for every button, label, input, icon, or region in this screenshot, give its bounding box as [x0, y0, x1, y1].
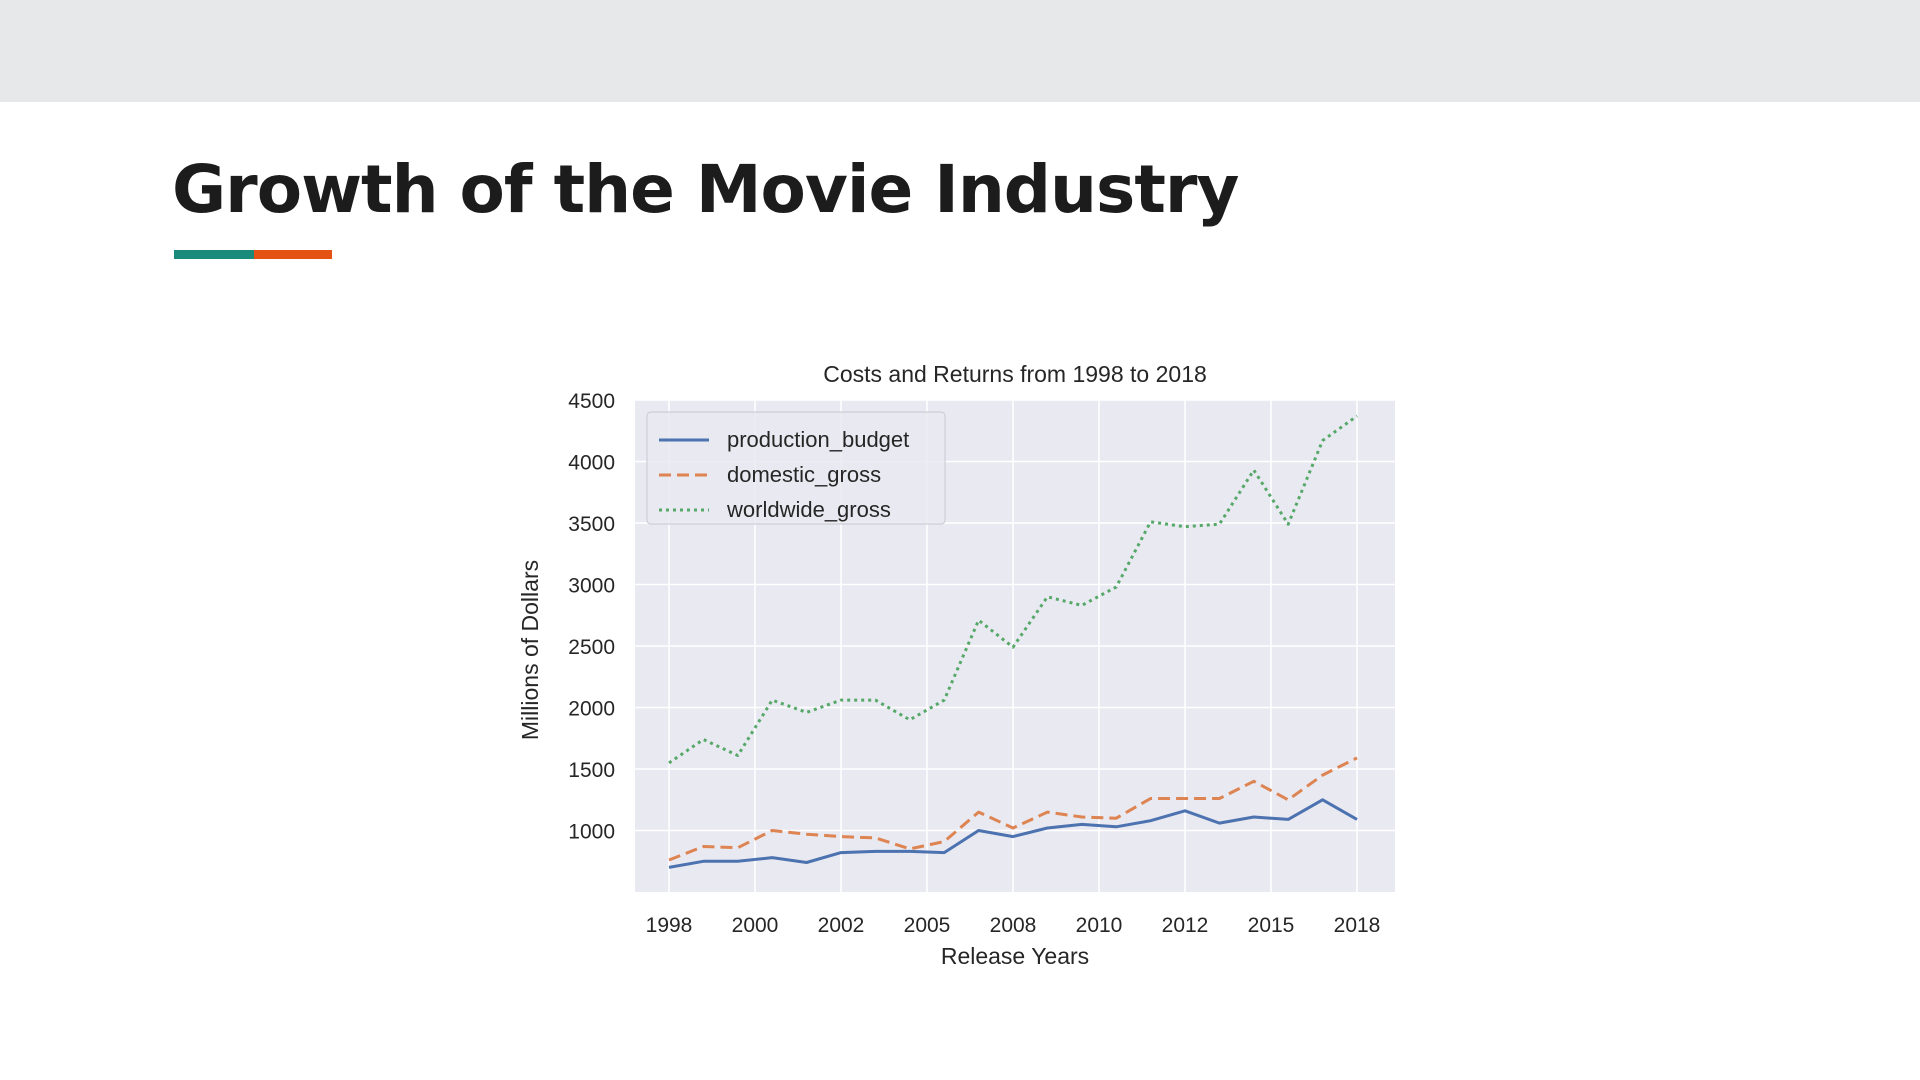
- series-line-worldwide-gross: [668, 414, 1358, 765]
- x-tick-label: 2005: [904, 914, 951, 937]
- y-tick-label: 4500: [568, 390, 615, 413]
- legend-label: production_budget: [727, 427, 909, 452]
- x-tick-label: 2010: [1076, 914, 1123, 937]
- line-chart: Costs and Returns from 1998 to 2018 Rele…: [517, 361, 1395, 969]
- accent-bar-teal: [174, 250, 254, 259]
- y-tick-label: 4000: [568, 452, 615, 475]
- x-tick-label: 2018: [1334, 914, 1381, 937]
- x-tick-label: 2002: [818, 914, 865, 937]
- y-tick-label: 3500: [568, 513, 615, 536]
- x-tick-label: 2008: [990, 914, 1037, 937]
- chart-title: Costs and Returns from 1998 to 2018: [823, 361, 1207, 387]
- legend-label: worldwide_gross: [726, 497, 891, 522]
- y-tick-label: 2000: [568, 698, 615, 721]
- x-tick-label: 2015: [1248, 914, 1295, 937]
- chart: Costs and Returns from 1998 to 2018 Rele…: [500, 350, 1420, 990]
- series-line-domestic-gross: [668, 756, 1358, 862]
- y-tick-label: 2500: [568, 636, 615, 659]
- x-tick-label: 2012: [1162, 914, 1209, 937]
- top-bar: [0, 0, 1920, 102]
- y-axis-label: Millions of Dollars: [517, 560, 543, 740]
- y-tick-label: 1000: [568, 821, 615, 844]
- y-tick-label: 3000: [568, 575, 615, 598]
- y-tick-label: 1500: [568, 759, 615, 782]
- x-axis-label: Release Years: [941, 943, 1089, 969]
- accent-bar-orange: [254, 250, 332, 259]
- x-tick-label: 2000: [732, 914, 779, 937]
- series-line-production-budget: [668, 798, 1358, 869]
- slide-title: Growth of the Movie Industry: [172, 151, 1239, 228]
- x-tick-label: 1998: [646, 914, 693, 937]
- legend-label: domestic_gross: [727, 462, 881, 487]
- legend-box: [646, 411, 946, 525]
